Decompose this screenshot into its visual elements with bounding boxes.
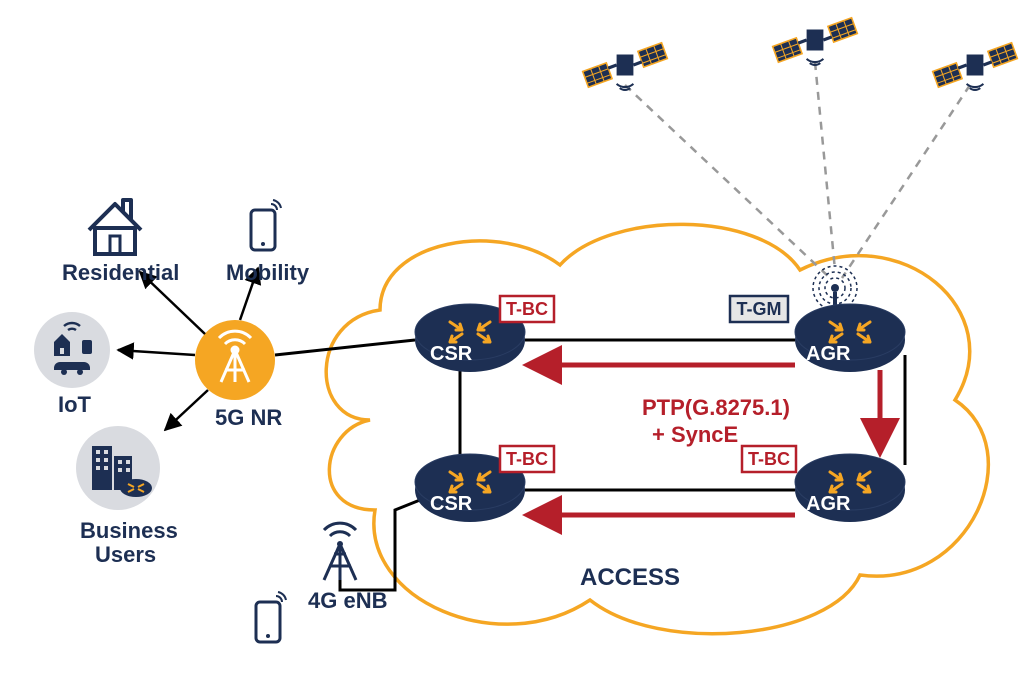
satellite-1-icon (583, 43, 668, 90)
ptp-label-line1: PTP(G.8275.1) (642, 395, 790, 420)
iot-label: IoT (58, 392, 92, 417)
mobility-icon (251, 200, 281, 250)
router-agr2-tag: T-BC (748, 449, 790, 469)
router-agr2-label: AGR (806, 493, 851, 515)
router-agr1-label: AGR (806, 343, 851, 365)
ptp-label-line2: + SyncE (652, 422, 738, 447)
router-agr1-tag: T-GM (737, 299, 782, 319)
residential-label: Residential (62, 260, 179, 285)
business-label-2: Users (95, 542, 156, 567)
tower-5gnr-icon (195, 320, 275, 400)
router-csr2-tag: T-BC (506, 449, 548, 469)
business-label-1: Business (80, 518, 178, 543)
residential-icon (89, 200, 141, 254)
router-csr1-label: CSR (430, 343, 473, 365)
business-icon (76, 426, 160, 510)
router-csr1-tag: T-BC (506, 299, 548, 319)
router-agr2: AGR T-BC (742, 446, 905, 522)
router-csr1: CSR T-BC (415, 296, 554, 372)
tower-4genb-label: 4G eNB (308, 588, 387, 613)
phone-4g-icon (256, 592, 286, 642)
router-agr1: AGR T-GM (730, 296, 905, 372)
gnss-links (625, 62, 970, 278)
router-csr2: CSR T-BC (415, 446, 554, 522)
satellite-3-icon (933, 43, 1018, 90)
access-label: ACCESS (580, 564, 680, 591)
satellite-2-icon (773, 18, 858, 65)
tower-5gnr-label: 5G NR (215, 405, 282, 430)
iot-icon (34, 312, 110, 388)
tower-4genb-icon (324, 523, 356, 580)
router-csr2-label: CSR (430, 493, 473, 515)
mobility-label: Mobility (226, 260, 310, 285)
